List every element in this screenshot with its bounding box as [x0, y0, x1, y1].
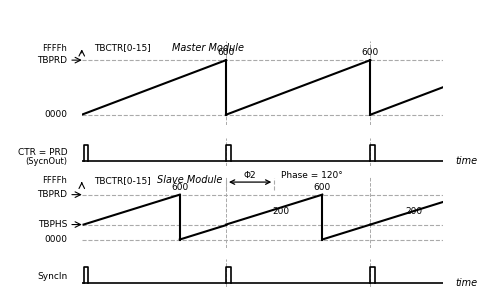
- Text: SyncIn: SyncIn: [37, 272, 67, 281]
- Text: TBCTR[0-15]: TBCTR[0-15]: [94, 44, 151, 53]
- Text: time: time: [454, 277, 476, 287]
- Text: TBPRD: TBPRD: [37, 56, 67, 65]
- Text: FFFFh: FFFFh: [42, 176, 67, 185]
- Text: TBPHS: TBPHS: [38, 220, 67, 229]
- Text: Phase = 120°: Phase = 120°: [281, 171, 342, 180]
- Text: 200: 200: [272, 207, 289, 217]
- Text: time: time: [454, 156, 476, 166]
- Text: Master Module: Master Module: [172, 43, 243, 53]
- Text: FFFFh: FFFFh: [42, 44, 67, 53]
- Text: 0000: 0000: [44, 110, 67, 119]
- Text: 600: 600: [313, 183, 330, 192]
- Text: CTR = PRD: CTR = PRD: [18, 148, 67, 157]
- Text: 0000: 0000: [44, 235, 67, 244]
- Text: 200: 200: [404, 207, 421, 217]
- Text: (SycnOut): (SycnOut): [25, 157, 67, 166]
- Text: Slave Module: Slave Module: [157, 175, 222, 185]
- Text: TBCTR[0-15]: TBCTR[0-15]: [94, 176, 151, 185]
- Text: TBPRD: TBPRD: [37, 190, 67, 199]
- Text: 600: 600: [171, 183, 188, 192]
- Text: 600: 600: [217, 48, 234, 57]
- Text: Φ2: Φ2: [243, 171, 256, 180]
- Text: 600: 600: [361, 48, 378, 57]
